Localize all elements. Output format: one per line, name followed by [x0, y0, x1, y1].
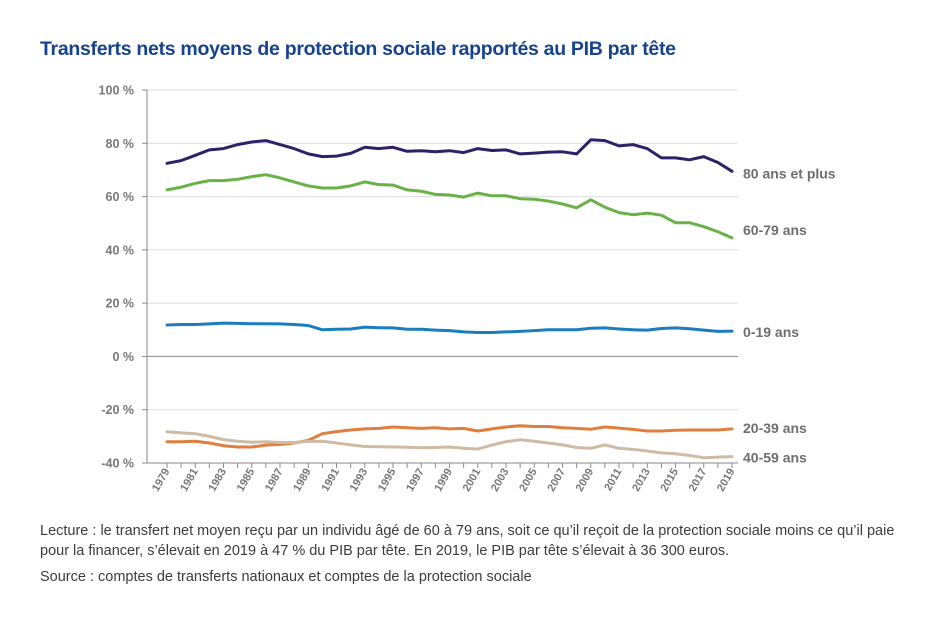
y-tick-label: 80 %	[106, 137, 135, 151]
x-tick-label: 2013	[630, 467, 653, 494]
series-labels: 80 ans et plus 60-79 ans 0-19 ans 20-39 ans…	[743, 165, 836, 465]
x-tick-label: 2019	[715, 467, 738, 494]
x-tick-label: 1979	[150, 467, 173, 494]
x-tick-label: 1981	[178, 467, 201, 494]
y-tick-label: 20 %	[106, 297, 135, 311]
series-line	[165, 424, 734, 449]
source-note: Source : comptes de transferts nationaux…	[40, 569, 532, 585]
series-label: 20-39 ans	[743, 420, 807, 436]
y-tick-label: 0 %	[112, 350, 134, 364]
x-tick-label: 2007	[545, 467, 568, 494]
series-label: 80 ans et plus	[743, 165, 836, 181]
x-tick-label: 1987	[263, 467, 286, 494]
x-tick-label: 2001	[461, 467, 484, 494]
x-tick-label: 2003	[489, 467, 512, 494]
y-tick-label: 100 %	[99, 84, 134, 98]
series-line	[165, 138, 734, 173]
series-line	[165, 173, 734, 240]
x-tick-label: 2011	[602, 467, 624, 494]
y-tick-label: -20 %	[101, 403, 134, 417]
reading-note: Lecture : le transfert net moyen reçu pa…	[40, 523, 895, 559]
y-tick-label: -40 %	[101, 457, 134, 471]
series-label: 60-79 ans	[743, 222, 807, 238]
x-tick-label: 1989	[291, 467, 314, 494]
x-tick-label: 2017	[687, 467, 710, 494]
y-axis-ticks: 100 % 80 % 60 % 40 % 20 % 0 % -20 % -40 %	[99, 84, 147, 471]
axes	[146, 90, 738, 464]
series-line	[165, 321, 734, 334]
x-tick-label: 2015	[658, 467, 681, 494]
chart-title: Transferts nets moyens de protection soc…	[40, 38, 676, 60]
series-lines	[165, 138, 734, 460]
x-tick-label: 1993	[348, 467, 371, 494]
x-tick-label: 1997	[404, 467, 427, 494]
x-axis-ticks: 1979 1981 1983 1985 1987 1989 1991 1993 1995 1997…	[150, 463, 738, 494]
y-tick-label: 40 %	[106, 243, 135, 257]
x-tick-label: 2009	[574, 467, 597, 494]
x-tick-label: 1983	[206, 467, 229, 494]
x-tick-label: 1985	[235, 467, 258, 494]
series-label: 40-59 ans	[743, 450, 807, 466]
x-tick-label: 2005	[517, 467, 540, 494]
x-tick-label: 1995	[376, 467, 399, 494]
y-tick-label: 60 %	[106, 190, 135, 204]
x-tick-label: 1999	[432, 467, 455, 494]
x-tick-label: 1991	[319, 467, 342, 494]
series-line	[165, 430, 734, 460]
series-label: 0-19 ans	[743, 324, 799, 340]
